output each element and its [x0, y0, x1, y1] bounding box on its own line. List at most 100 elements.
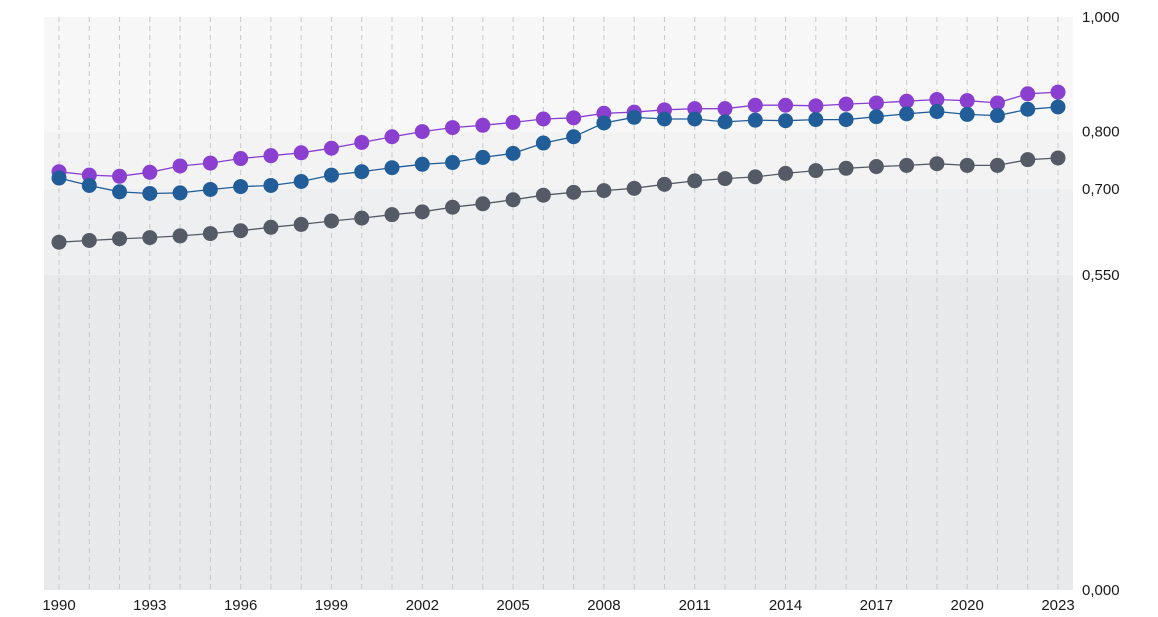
series-2-point[interactable] [263, 219, 279, 235]
series-0-point[interactable] [1020, 86, 1036, 102]
series-1-point[interactable] [81, 177, 97, 193]
series-2-point[interactable] [687, 173, 703, 189]
series-1-point[interactable] [778, 113, 794, 129]
series-1-point[interactable] [142, 185, 158, 201]
series-0-point[interactable] [233, 151, 249, 167]
series-2-point[interactable] [868, 159, 884, 175]
series-0-point[interactable] [989, 95, 1005, 111]
series-0-point[interactable] [475, 117, 491, 133]
series-0-point[interactable] [838, 96, 854, 112]
series-1-point[interactable] [51, 170, 67, 186]
series-1-point[interactable] [1020, 101, 1036, 117]
x-tick-label: 2008 [587, 597, 620, 614]
series-1-point[interactable] [414, 156, 430, 172]
series-1-point[interactable] [505, 145, 521, 161]
band-3 [44, 17, 1073, 132]
series-0-point[interactable] [112, 168, 128, 184]
series-1-point[interactable] [354, 164, 370, 180]
series-2-point[interactable] [626, 180, 642, 196]
series-1-point[interactable] [989, 108, 1005, 124]
series-0-point[interactable] [505, 114, 521, 130]
series-1-point[interactable] [596, 115, 612, 131]
series-0-point[interactable] [535, 111, 551, 127]
series-1-point[interactable] [233, 179, 249, 195]
series-0-point[interactable] [263, 148, 279, 164]
series-1-point[interactable] [112, 184, 128, 200]
series-0-point[interactable] [142, 164, 158, 180]
series-1-point[interactable] [687, 111, 703, 127]
series-0-point[interactable] [384, 129, 400, 145]
series-2-point[interactable] [566, 184, 582, 200]
series-2-point[interactable] [747, 169, 763, 185]
series-1-point[interactable] [445, 155, 461, 171]
series-0-point[interactable] [293, 145, 309, 161]
series-1-point[interactable] [717, 114, 733, 130]
series-0-point[interactable] [566, 110, 582, 126]
series-2-point[interactable] [384, 207, 400, 223]
series-1-point[interactable] [747, 112, 763, 128]
series-2-point[interactable] [989, 157, 1005, 173]
series-0-point[interactable] [323, 140, 339, 156]
series-2-point[interactable] [323, 213, 339, 229]
series-0-point[interactable] [354, 134, 370, 150]
series-2-point[interactable] [899, 157, 915, 173]
series-1-point[interactable] [868, 109, 884, 125]
series-1-point[interactable] [323, 167, 339, 183]
series-2-point[interactable] [1050, 150, 1066, 166]
series-2-point[interactable] [1020, 152, 1036, 168]
series-2-point[interactable] [596, 183, 612, 199]
series-2-point[interactable] [778, 165, 794, 181]
series-2-point[interactable] [656, 176, 672, 192]
series-2-point[interactable] [929, 156, 945, 172]
series-0-point[interactable] [1050, 84, 1066, 100]
series-2-point[interactable] [202, 226, 218, 242]
series-0-point[interactable] [717, 101, 733, 117]
series-2-point[interactable] [535, 187, 551, 203]
series-0-point[interactable] [929, 92, 945, 108]
series-0-point[interactable] [778, 97, 794, 113]
series-0-point[interactable] [202, 155, 218, 171]
series-1-point[interactable] [475, 149, 491, 165]
series-1-point[interactable] [172, 185, 188, 201]
series-0-point[interactable] [445, 120, 461, 136]
series-2-point[interactable] [51, 234, 67, 250]
series-2-point[interactable] [717, 171, 733, 187]
series-0-point[interactable] [899, 93, 915, 109]
series-1-point[interactable] [535, 135, 551, 151]
series-2-point[interactable] [445, 199, 461, 215]
series-0-point[interactable] [687, 101, 703, 117]
series-1-point[interactable] [384, 160, 400, 176]
series-0-point[interactable] [81, 167, 97, 183]
series-0-point[interactable] [868, 95, 884, 111]
series-2-point[interactable] [475, 196, 491, 212]
series-1-point[interactable] [1050, 99, 1066, 115]
series-2-point[interactable] [81, 232, 97, 248]
series-2-point[interactable] [808, 163, 824, 179]
series-2-point[interactable] [112, 231, 128, 247]
series-1-point[interactable] [656, 111, 672, 127]
series-1-point[interactable] [838, 112, 854, 128]
series-2-point[interactable] [505, 192, 521, 208]
series-0-point[interactable] [172, 158, 188, 174]
series-2-point[interactable] [172, 228, 188, 244]
series-0-point[interactable] [414, 124, 430, 140]
series-1-point[interactable] [293, 173, 309, 189]
series-0-point[interactable] [808, 98, 824, 114]
series-0-point[interactable] [959, 93, 975, 109]
series-1-point[interactable] [202, 181, 218, 197]
series-2-point[interactable] [838, 160, 854, 176]
series-2-point[interactable] [142, 230, 158, 246]
series-1-point[interactable] [959, 106, 975, 122]
series-1-point[interactable] [808, 112, 824, 128]
series-1-point[interactable] [626, 109, 642, 125]
series-2-point[interactable] [233, 223, 249, 239]
series-2-point[interactable] [354, 210, 370, 226]
series-0-point[interactable] [747, 97, 763, 113]
series-1-point[interactable] [566, 129, 582, 145]
series-1-point[interactable] [263, 177, 279, 193]
series-1-point[interactable] [899, 106, 915, 122]
series-2-point[interactable] [959, 157, 975, 173]
series-1-point[interactable] [929, 104, 945, 120]
series-2-point[interactable] [414, 204, 430, 220]
series-2-point[interactable] [293, 216, 309, 232]
